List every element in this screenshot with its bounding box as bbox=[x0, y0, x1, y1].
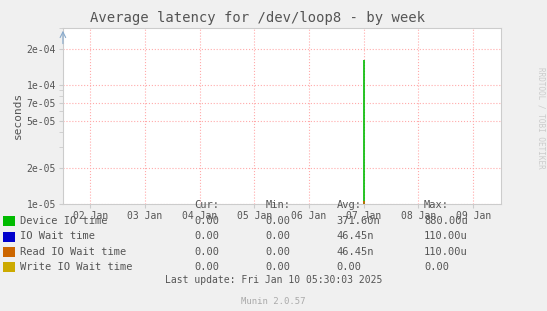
Text: 46.45n: 46.45n bbox=[336, 231, 374, 241]
Text: 0.00: 0.00 bbox=[194, 231, 219, 241]
Text: Read IO Wait time: Read IO Wait time bbox=[20, 247, 126, 257]
Text: 110.00u: 110.00u bbox=[424, 247, 468, 257]
Text: Device IO time: Device IO time bbox=[20, 216, 108, 226]
Text: 0.00: 0.00 bbox=[265, 247, 290, 257]
Text: Average latency for /dev/loop8 - by week: Average latency for /dev/loop8 - by week bbox=[90, 11, 424, 25]
Text: 0.00: 0.00 bbox=[194, 247, 219, 257]
Text: Munin 2.0.57: Munin 2.0.57 bbox=[241, 297, 306, 306]
Text: Write IO Wait time: Write IO Wait time bbox=[20, 262, 133, 272]
Text: 880.00u: 880.00u bbox=[424, 216, 468, 226]
Text: Max:: Max: bbox=[424, 200, 449, 210]
Text: 0.00: 0.00 bbox=[194, 262, 219, 272]
Y-axis label: seconds: seconds bbox=[13, 92, 22, 139]
Text: 371.60n: 371.60n bbox=[336, 216, 380, 226]
Text: IO Wait time: IO Wait time bbox=[20, 231, 95, 241]
Text: 110.00u: 110.00u bbox=[424, 231, 468, 241]
Text: 0.00: 0.00 bbox=[194, 216, 219, 226]
Text: 46.45n: 46.45n bbox=[336, 247, 374, 257]
Text: 0.00: 0.00 bbox=[265, 262, 290, 272]
Text: 0.00: 0.00 bbox=[265, 216, 290, 226]
Text: 0.00: 0.00 bbox=[336, 262, 362, 272]
Text: Avg:: Avg: bbox=[336, 200, 362, 210]
Text: 0.00: 0.00 bbox=[424, 262, 449, 272]
Text: Min:: Min: bbox=[265, 200, 290, 210]
Text: Cur:: Cur: bbox=[194, 200, 219, 210]
Text: Last update: Fri Jan 10 05:30:03 2025: Last update: Fri Jan 10 05:30:03 2025 bbox=[165, 275, 382, 285]
Text: RRDTOOL / TOBI OETIKER: RRDTOOL / TOBI OETIKER bbox=[537, 67, 546, 169]
Text: 0.00: 0.00 bbox=[265, 231, 290, 241]
